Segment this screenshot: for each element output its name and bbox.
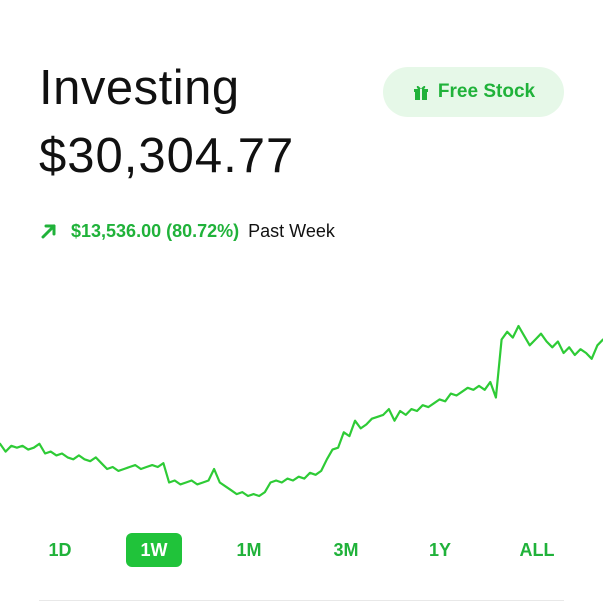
gift-icon bbox=[412, 83, 430, 101]
change-period: Past Week bbox=[248, 220, 335, 241]
tab-3m[interactable]: 3M bbox=[322, 533, 370, 567]
tab-all[interactable]: ALL bbox=[513, 533, 561, 567]
chart-line-series bbox=[0, 324, 603, 498]
free-stock-button[interactable]: Free Stock bbox=[383, 67, 564, 117]
portfolio-chart[interactable] bbox=[0, 310, 603, 510]
tab-1m[interactable]: 1M bbox=[228, 533, 270, 567]
tab-1w[interactable]: 1W bbox=[126, 533, 182, 567]
page-title: Investing bbox=[39, 61, 240, 115]
arrow-up-right-icon bbox=[41, 223, 57, 239]
tab-1d[interactable]: 1D bbox=[41, 533, 79, 567]
price-change: $13,536.00 (80.72%) Past Week bbox=[41, 218, 335, 244]
tab-1y[interactable]: 1Y bbox=[422, 533, 458, 567]
divider bbox=[39, 600, 564, 601]
change-value: $13,536.00 (80.72%) bbox=[71, 220, 240, 241]
free-stock-label: Free Stock bbox=[437, 81, 536, 102]
range-selector: 1D 1W 1M 3M 1Y ALL bbox=[0, 533, 603, 567]
portfolio-value: $30,304.77 bbox=[39, 129, 295, 183]
